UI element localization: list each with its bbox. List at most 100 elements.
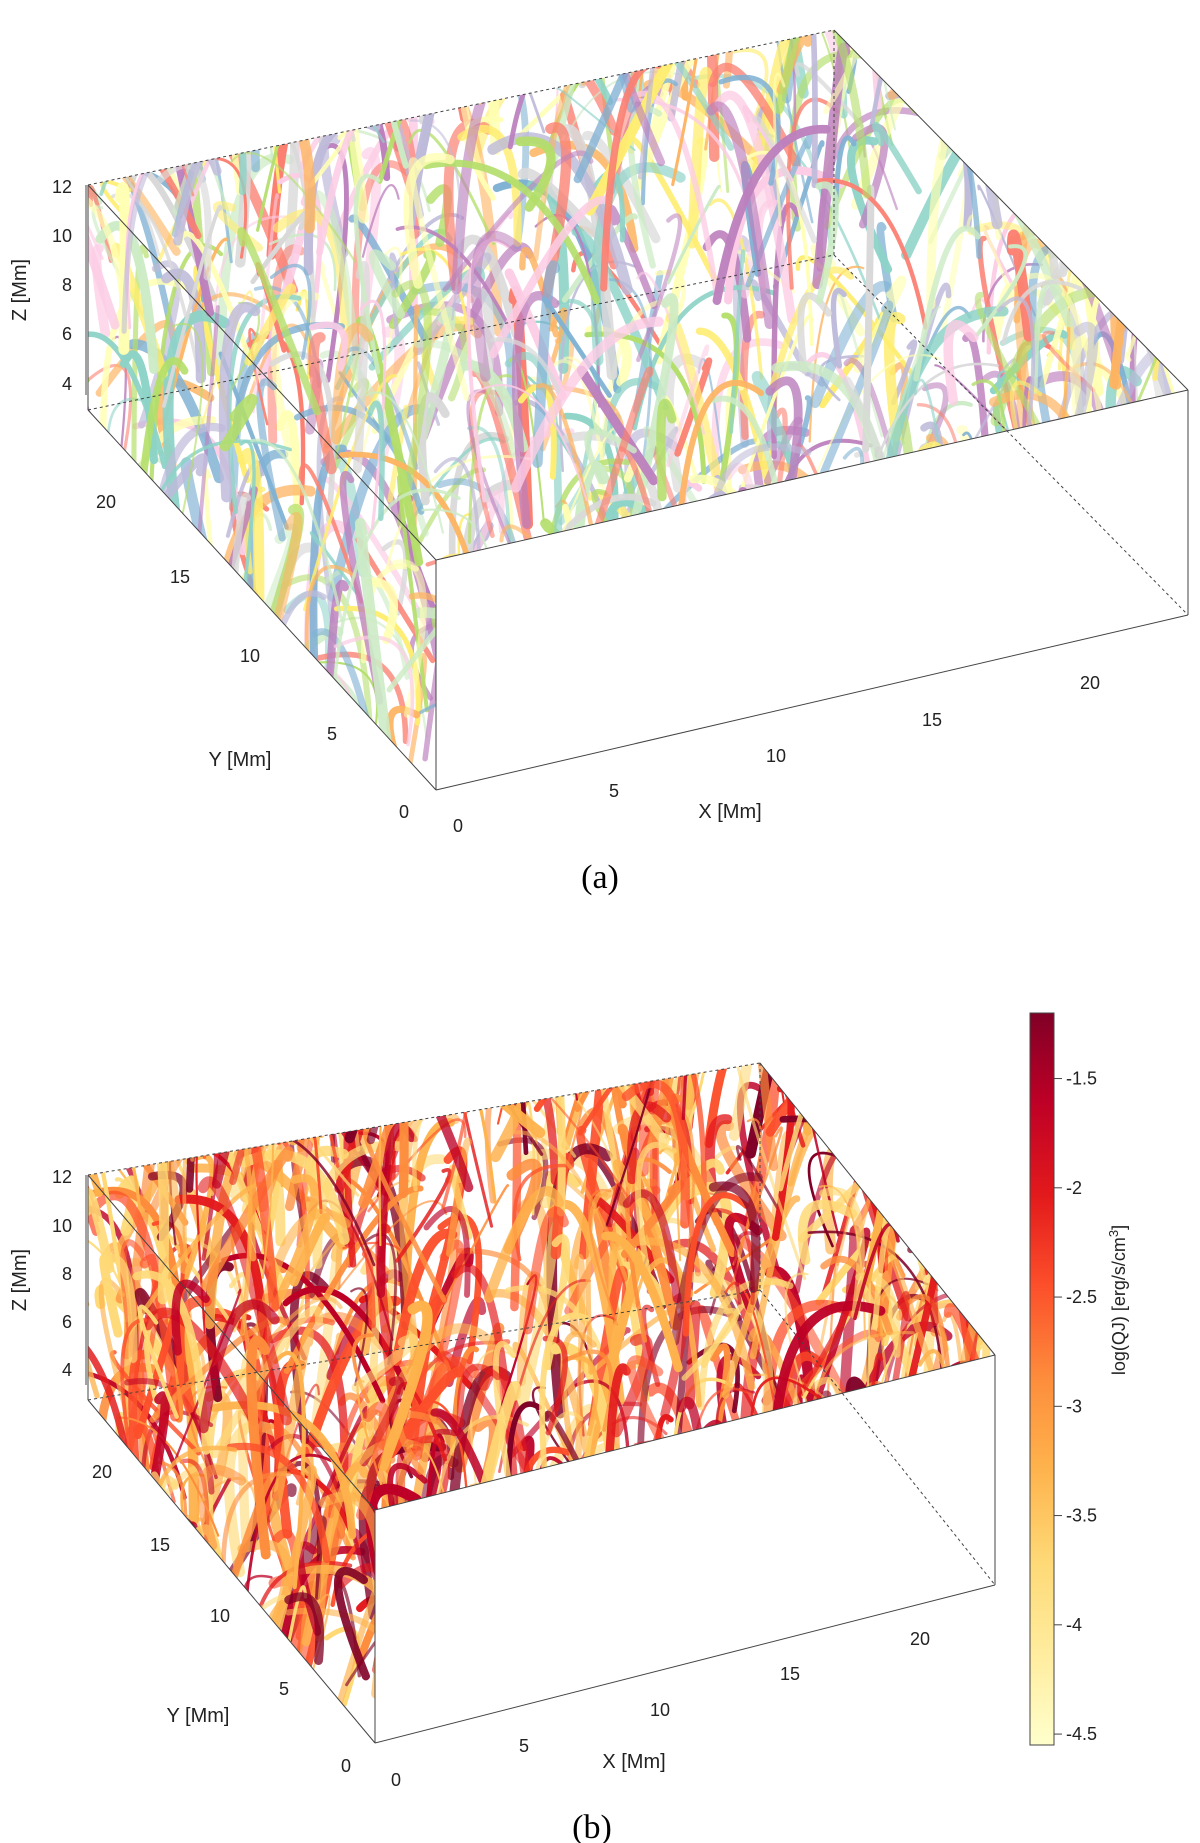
field-line-stroke <box>271 291 320 476</box>
field-line-stroke <box>705 685 738 754</box>
field-line-stroke <box>967 1063 995 1150</box>
field-line-stroke <box>120 1063 184 1108</box>
panel-b: 12 10 8 6 4 Z [Mm] 0 5 10 15 20 Y [Mm] 0… <box>9 1012 1129 1843</box>
field-line-stroke <box>890 1451 955 1520</box>
field-line-stroke <box>990 30 1067 116</box>
field-line-stroke <box>962 1091 995 1168</box>
field-line-stroke <box>1058 176 1090 278</box>
colorbar: -1.5 -2 -2.5 -3 -3.5 -4 -4.5 log(QJ) [erg/s/cm… <box>1029 1012 1129 1746</box>
field-line-stroke <box>562 1563 588 1632</box>
field-line-stroke <box>440 1616 521 1730</box>
field-line-stroke <box>579 1644 612 1718</box>
field-line-stroke <box>1056 606 1107 682</box>
field-line-stroke <box>941 30 962 158</box>
field-line-stroke <box>770 1465 831 1617</box>
field-line-stroke <box>829 1464 884 1580</box>
field-line-stroke <box>585 1526 612 1738</box>
field-line-stroke <box>595 1652 626 1740</box>
field-line-stroke <box>607 205 658 310</box>
field-line-stroke <box>670 1172 763 1346</box>
field-line-stroke <box>583 1537 624 1702</box>
field-line-stroke <box>611 30 682 183</box>
field-line-stroke <box>104 1253 138 1363</box>
z-tick-10: 10 <box>52 1216 72 1236</box>
field-line-stroke <box>940 1194 977 1266</box>
field-line-stroke <box>591 1063 621 1184</box>
field-line-stroke <box>354 517 397 790</box>
field-line-stroke <box>226 294 302 515</box>
y-axis-label: Y [Mm] <box>167 1705 230 1727</box>
field-line-stroke <box>655 1507 764 1712</box>
field-line-stroke <box>599 30 666 167</box>
field-line-stroke <box>1035 81 1111 135</box>
field-line-stroke <box>845 645 920 758</box>
field-line-stroke <box>333 30 400 121</box>
field-line-stroke <box>632 1551 683 1699</box>
field-line-stroke <box>284 1592 325 1666</box>
field-line-stroke <box>888 1112 950 1173</box>
field-line-stroke <box>907 1121 995 1254</box>
field-line-stroke <box>1033 471 1060 524</box>
field-line-stroke <box>786 1506 902 1603</box>
field-line-stroke <box>541 1063 576 1095</box>
field-line-stroke <box>783 621 861 731</box>
field-line-stroke <box>345 1063 390 1152</box>
field-line-stroke <box>803 1063 840 1097</box>
field-line-stroke <box>950 539 1018 740</box>
field-line-stroke <box>271 1174 319 1311</box>
field-line-stroke <box>465 1497 490 1576</box>
field-line-stroke <box>864 1381 890 1513</box>
field-line-stroke <box>1053 601 1098 716</box>
y-tick-10: 10 <box>210 1606 230 1626</box>
field-line-stroke <box>737 487 764 591</box>
field-line-stroke <box>301 661 379 742</box>
field-line-stroke <box>672 511 707 646</box>
field-line-stroke <box>807 1522 851 1731</box>
field-line-stroke <box>601 1534 666 1677</box>
field-line-stroke <box>615 1570 685 1653</box>
field-line-stroke <box>318 30 385 146</box>
field-line-stroke <box>588 649 651 716</box>
field-line-stroke <box>711 1422 737 1653</box>
field-line-stroke <box>745 1063 785 1159</box>
field-line-stroke <box>749 1568 841 1673</box>
field-line-stroke <box>1041 684 1082 768</box>
field-line-stroke <box>765 1475 805 1585</box>
field-line-stroke <box>137 1304 179 1419</box>
field-line-stroke <box>957 1134 986 1209</box>
field-line-stroke <box>572 1472 624 1635</box>
field-line-stroke <box>339 471 384 705</box>
field-line-stroke <box>425 553 566 675</box>
field-line-stroke <box>684 1300 701 1410</box>
x-tick-10: 10 <box>766 746 786 766</box>
field-line-stroke <box>996 296 1036 433</box>
field-line-stroke <box>663 519 696 669</box>
field-line-stroke <box>1001 30 1091 135</box>
field-line-stroke <box>890 1415 922 1599</box>
field-line-stroke <box>433 1583 453 1679</box>
field-line-stroke <box>246 1335 271 1560</box>
field-line-stroke <box>323 1063 375 1122</box>
field-line-stroke <box>630 510 657 612</box>
x-tick-0: 0 <box>453 816 463 836</box>
field-line-stroke <box>777 1550 799 1662</box>
field-line-stroke <box>936 493 1013 682</box>
field-line-stroke <box>107 554 218 728</box>
field-line-stroke <box>597 642 645 758</box>
field-line-stroke <box>193 1063 285 1101</box>
field-line-stroke <box>1066 115 1173 252</box>
field-line-stroke <box>341 1063 402 1102</box>
field-line-stroke <box>759 1466 812 1664</box>
field-line-stroke <box>189 1063 257 1099</box>
field-line-stroke <box>813 577 937 708</box>
field-line-stroke <box>728 1558 755 1660</box>
field-line-stroke <box>779 1408 823 1471</box>
field-line-stroke <box>914 1140 986 1282</box>
field-line-stroke <box>880 571 915 733</box>
field-line-stroke <box>870 1438 953 1549</box>
field-line-stroke <box>129 1063 207 1159</box>
field-line-stroke <box>869 30 974 127</box>
field-line-stroke <box>88 1318 133 1470</box>
field-line-stroke <box>977 1063 995 1136</box>
field-line-stroke <box>480 1557 533 1695</box>
